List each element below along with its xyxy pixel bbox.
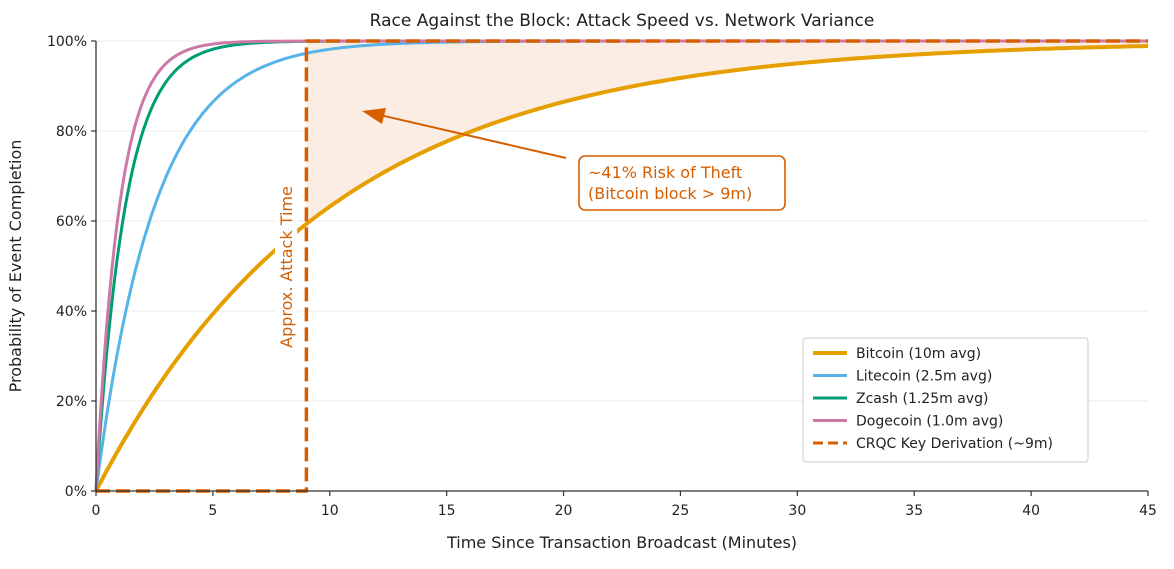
- annotation-arrow: [379, 114, 567, 159]
- annotation-line-2: (Bitcoin block > 9m): [588, 184, 752, 203]
- x-tick-label: 45: [1139, 503, 1157, 519]
- attack-time-label: Approx. Attack Time: [275, 168, 297, 364]
- axes: 0% 20% 40% 60% 80% 100% 0 5 10 15 20 25 30 35 40 45: [47, 34, 1157, 519]
- x-tick-label: 10: [321, 503, 339, 519]
- series-line-bitcoin: [94, 44, 1149, 492]
- y-tick-label: 60%: [56, 214, 87, 230]
- x-tick-label: 5: [208, 503, 217, 519]
- arrow-head-icon: [362, 108, 386, 124]
- legend-label: CRQC Key Derivation (~9m): [856, 436, 1053, 452]
- x-axis-label: Time Since Transaction Broadcast (Minute…: [446, 533, 797, 552]
- risk-shaded-region: [306, 41, 1148, 224]
- x-tick-label: 15: [438, 503, 456, 519]
- x-tick-label: 30: [788, 503, 806, 519]
- x-tick-label: 0: [92, 503, 101, 519]
- legend-label: Dogecoin (1.0m avg): [856, 414, 1003, 430]
- y-tick-label: 20%: [56, 394, 87, 410]
- y-tick-label: 40%: [56, 304, 87, 320]
- y-tick-label: 0%: [65, 484, 87, 500]
- legend-label: Zcash (1.25m avg): [856, 391, 988, 407]
- risk-annotation: ~41% Risk of Theft (Bitcoin block > 9m): [362, 108, 786, 211]
- x-tick-label: 20: [555, 503, 573, 519]
- annotation-line-1: ~41% Risk of Theft: [588, 163, 742, 182]
- y-tick-label: 100%: [47, 34, 87, 50]
- legend-label: Bitcoin (10m avg): [856, 346, 981, 362]
- annotation-box: [578, 155, 786, 211]
- legend: Bitcoin (10m avg) Litecoin (2.5m avg) Zcas…: [802, 337, 1089, 463]
- chart-title: Race Against the Block: Attack Speed vs.…: [370, 11, 875, 31]
- y-tick-label: 80%: [56, 124, 87, 140]
- attack-time-label-text: Approx. Attack Time: [277, 186, 296, 348]
- x-tick-label: 40: [1022, 503, 1040, 519]
- y-axis-label: Probability of Event Completion: [6, 140, 25, 393]
- x-tick-label: 35: [905, 503, 923, 519]
- x-tick-label: 25: [672, 503, 690, 519]
- legend-label: Litecoin (2.5m avg): [856, 369, 992, 385]
